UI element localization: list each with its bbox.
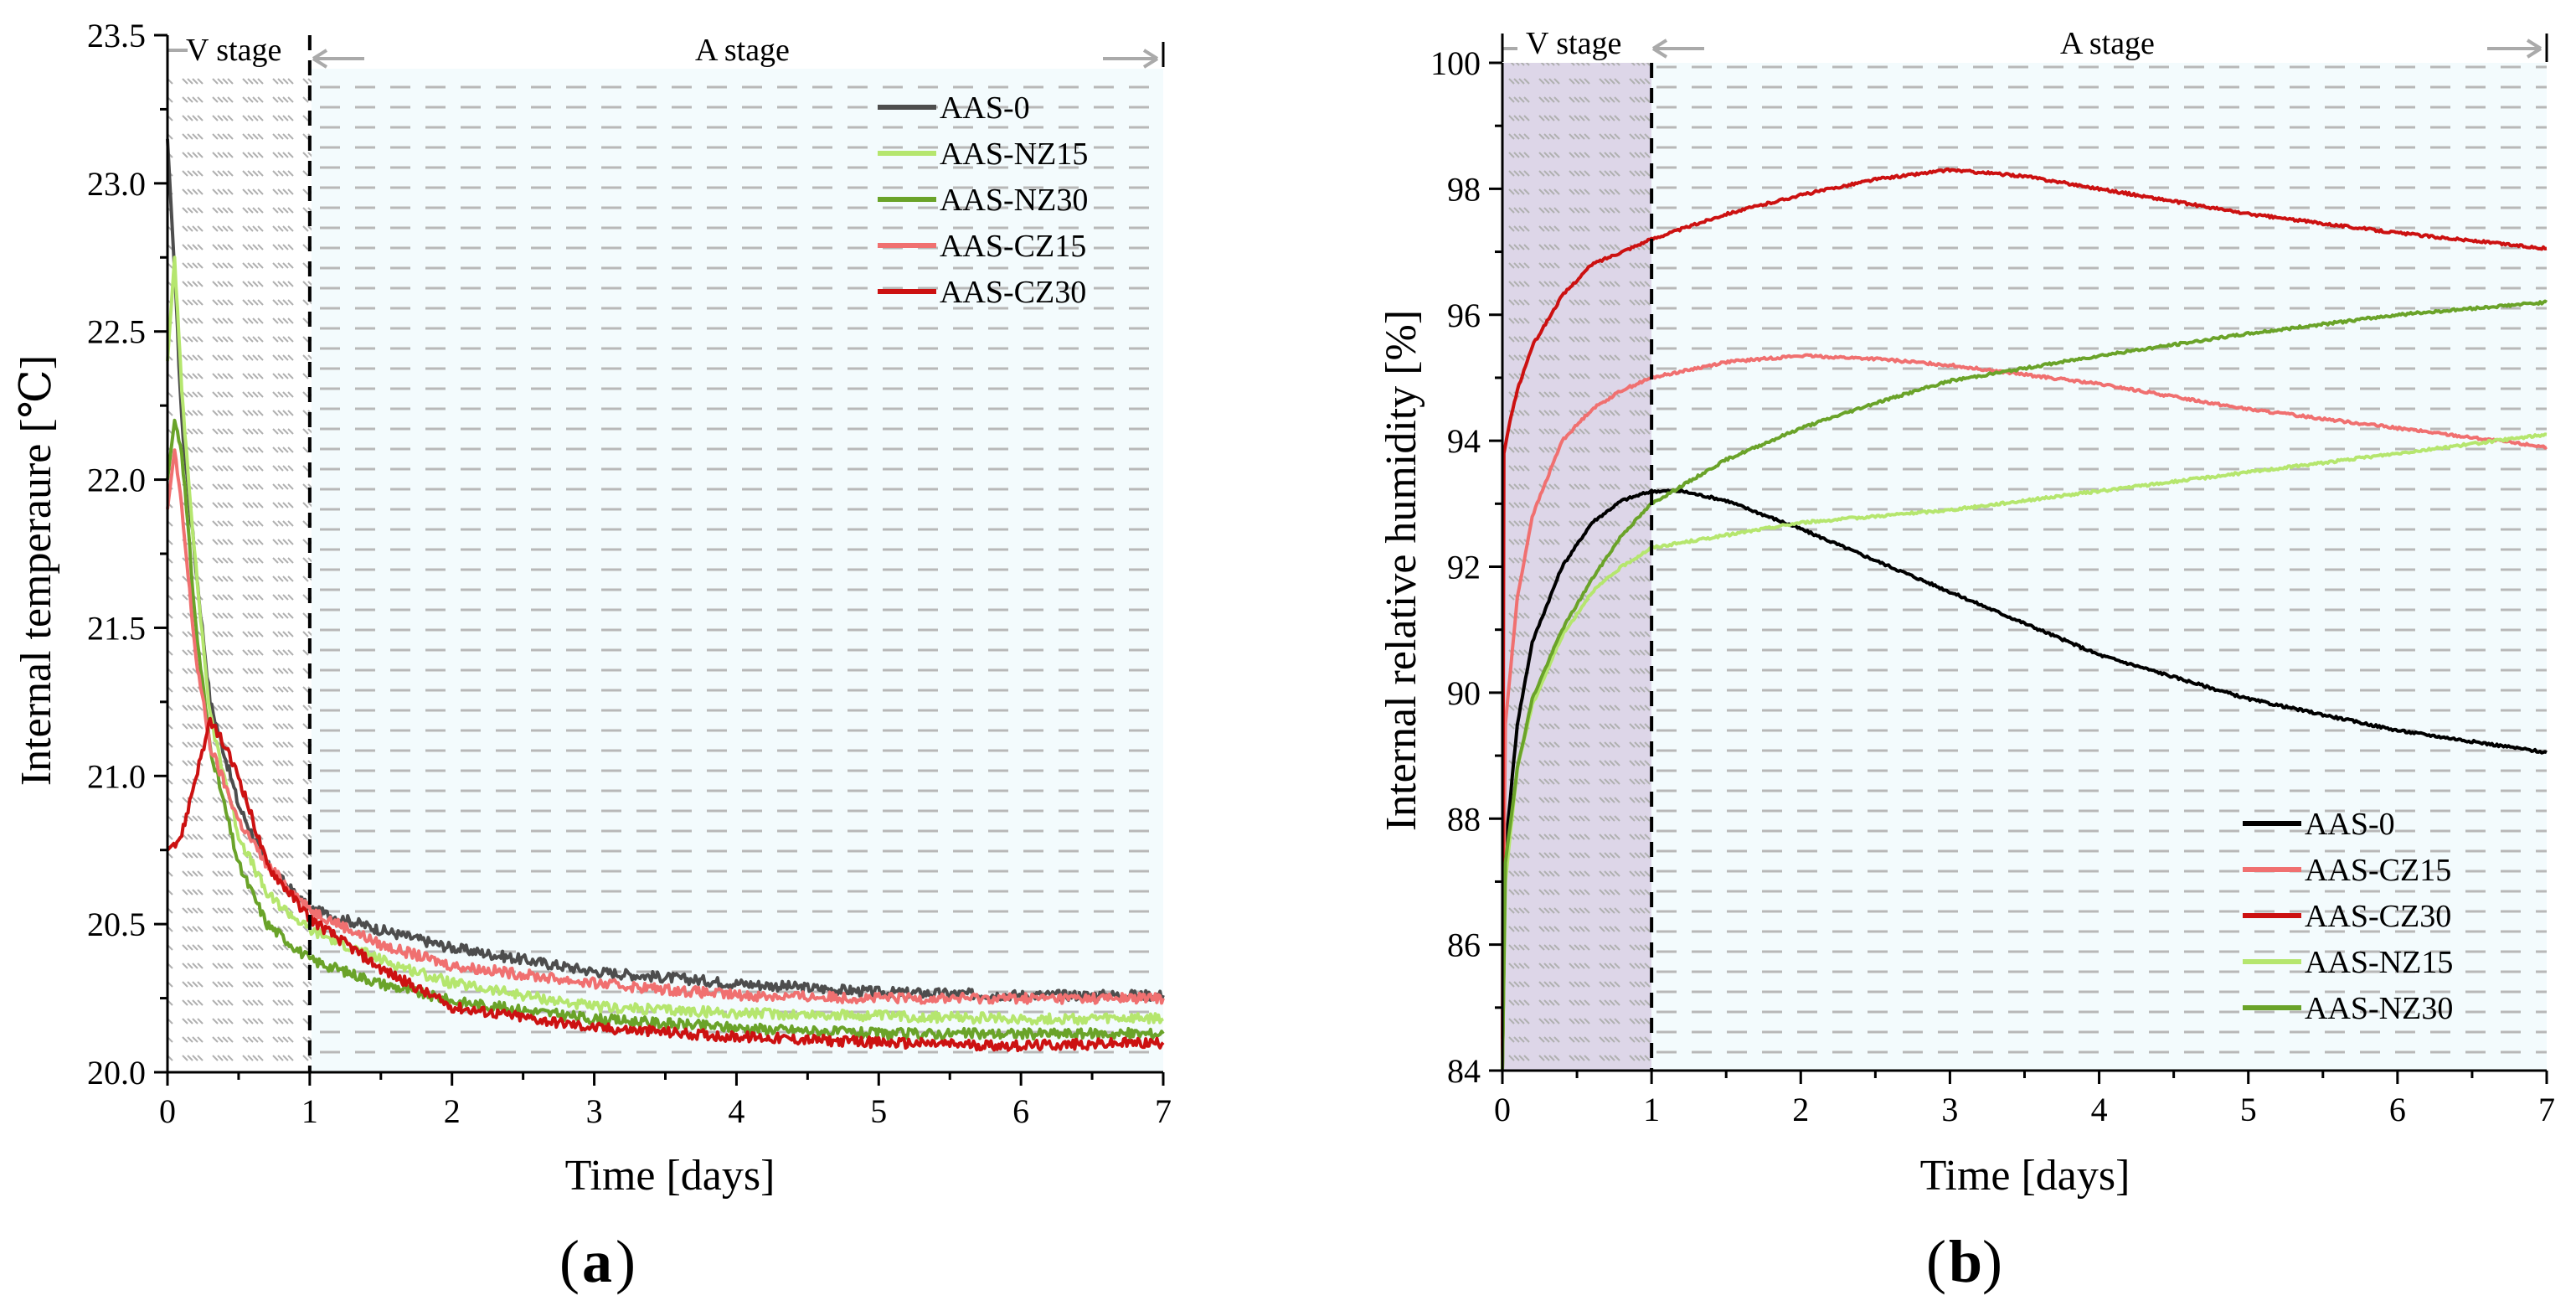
y-tick-label: 20.0 [87, 1054, 146, 1092]
y-tick-label: 84 [1447, 1052, 1481, 1090]
x-tick-label: 0 [1494, 1091, 1511, 1128]
series-line-aas-nz15 [166, 255, 1164, 1026]
panel-a: 0 1 2 3 4 5 6 7 20.0 20.5 21.0 21.5 22.0 22.5 23.0 23.5… [13, 17, 1172, 1295]
svg-text:(: ( [1926, 1228, 1946, 1295]
legend-label: AAS-CZ30 [940, 275, 1086, 310]
y-tick-label: 23.5 [87, 17, 146, 54]
panel-b-ylabel: Internal relative humidity [%] [1378, 310, 1425, 831]
series-line-aas-cz30 [1501, 167, 2548, 1071]
legend-label: AAS-0 [940, 90, 1030, 126]
x-tick-label: 4 [2091, 1091, 2108, 1128]
panel-b-caption: ( b ) [1926, 1228, 2002, 1295]
panel-a-v-stage-label: V stage [186, 33, 281, 68]
legend-label: AAS-CZ15 [2305, 853, 2451, 888]
y-tick-label: 21.0 [87, 757, 146, 795]
x-tick-label: 3 [1941, 1091, 1958, 1128]
panel-b-v-stage-hatch [1502, 63, 1651, 1071]
series-line-aas-nz30 [1501, 299, 2548, 1071]
y-tick-label: 98 [1447, 170, 1481, 208]
panel-a-xlabel: Time [days] [565, 1152, 775, 1200]
panel-b-ticks: 0 1 2 3 4 5 6 7 84 86 88 90 92 94 96 98 100 [1430, 44, 2555, 1128]
series-line-aas-cz15 [166, 448, 1165, 1005]
series-line-aas-nz15 [1501, 432, 2548, 1071]
y-tick-label: 94 [1447, 422, 1481, 460]
panel-a-ylabel: Internal temperaure [℃] [13, 355, 60, 786]
panel-b-v-stage-label: V stage [1526, 26, 1621, 61]
x-tick-label: 7 [1155, 1092, 1172, 1130]
x-tick-label: 1 [1643, 1091, 1660, 1128]
x-tick-label: 2 [1792, 1091, 1809, 1128]
svg-text:(: ( [559, 1228, 580, 1295]
panel-b-series-group [1501, 167, 2548, 1071]
panel-a-a-stage-hatch [312, 69, 1163, 1072]
panel-b-a-stage-label: A stage [2060, 26, 2155, 61]
panel-b-xlabel: Time [days] [1920, 1152, 2130, 1200]
panel-a-series-group [166, 138, 1165, 1053]
x-tick-label: 3 [586, 1092, 603, 1130]
series-line-aas-nz30 [166, 418, 1165, 1041]
panel-b-legend: AAS-0 AAS-CZ15 AAS-CZ30 AAS-NZ15 AAS-NZ30 [2243, 807, 2453, 1026]
series-line-aas-cz15 [1501, 353, 2548, 1040]
legend-label: AAS-CZ30 [2305, 899, 2451, 934]
svg-text:): ) [1982, 1228, 2002, 1295]
x-tick-label: 4 [728, 1092, 744, 1130]
legend-label: AAS-NZ30 [2305, 991, 2453, 1026]
y-tick-label: 92 [1447, 549, 1481, 586]
x-tick-label: 2 [444, 1092, 461, 1130]
panel-b-stage-arrows [1501, 34, 2548, 62]
y-tick-label: 22.0 [87, 462, 146, 499]
y-tick-label: 20.5 [87, 906, 146, 943]
y-tick-label: 96 [1447, 297, 1481, 334]
x-tick-label: 5 [870, 1092, 887, 1130]
panel-a-legend: AAS-0 AAS-NZ15 AAS-NZ30 AAS-CZ15 AAS-CZ30 [878, 90, 1088, 310]
y-tick-label: 86 [1447, 926, 1481, 964]
panel-a-a-stage-label: A stage [695, 33, 790, 68]
x-tick-label: 1 [301, 1092, 318, 1130]
series-line-aas-cz30 [166, 716, 1165, 1053]
y-tick-label: 88 [1447, 800, 1481, 838]
legend-label: AAS-NZ30 [940, 183, 1088, 218]
y-tick-label: 100 [1430, 44, 1481, 82]
x-tick-label: 6 [1012, 1092, 1029, 1130]
y-tick-label: 23.0 [87, 165, 146, 203]
panel-a-letter: a [582, 1228, 612, 1295]
legend-label: AAS-NZ15 [2305, 945, 2453, 980]
y-tick-label: 21.5 [87, 609, 146, 647]
y-tick-label: 22.5 [87, 313, 146, 351]
x-tick-label: 6 [2389, 1091, 2406, 1128]
legend-label: AAS-CZ15 [940, 229, 1086, 264]
svg-text:): ) [616, 1228, 636, 1295]
panel-b: 0 1 2 3 4 5 6 7 84 86 88 90 92 94 96 98 100 V stage A st… [1378, 26, 2555, 1295]
legend-label: AAS-NZ15 [940, 137, 1088, 172]
y-tick-label: 90 [1447, 674, 1481, 712]
panel-b-letter: b [1949, 1228, 1982, 1295]
x-tick-label: 7 [2538, 1091, 2555, 1128]
x-tick-label: 5 [2240, 1091, 2257, 1128]
legend-label: AAS-0 [2305, 807, 2395, 842]
panel-a-ticks: 0 1 2 3 4 5 6 7 20.0 20.5 21.0 21.5 22.0 22.5 23.0 23.5 [87, 17, 1172, 1130]
panel-a-stage-arrows [166, 42, 1165, 69]
x-tick-label: 0 [159, 1092, 176, 1130]
panel-a-caption: ( a ) [559, 1228, 636, 1295]
